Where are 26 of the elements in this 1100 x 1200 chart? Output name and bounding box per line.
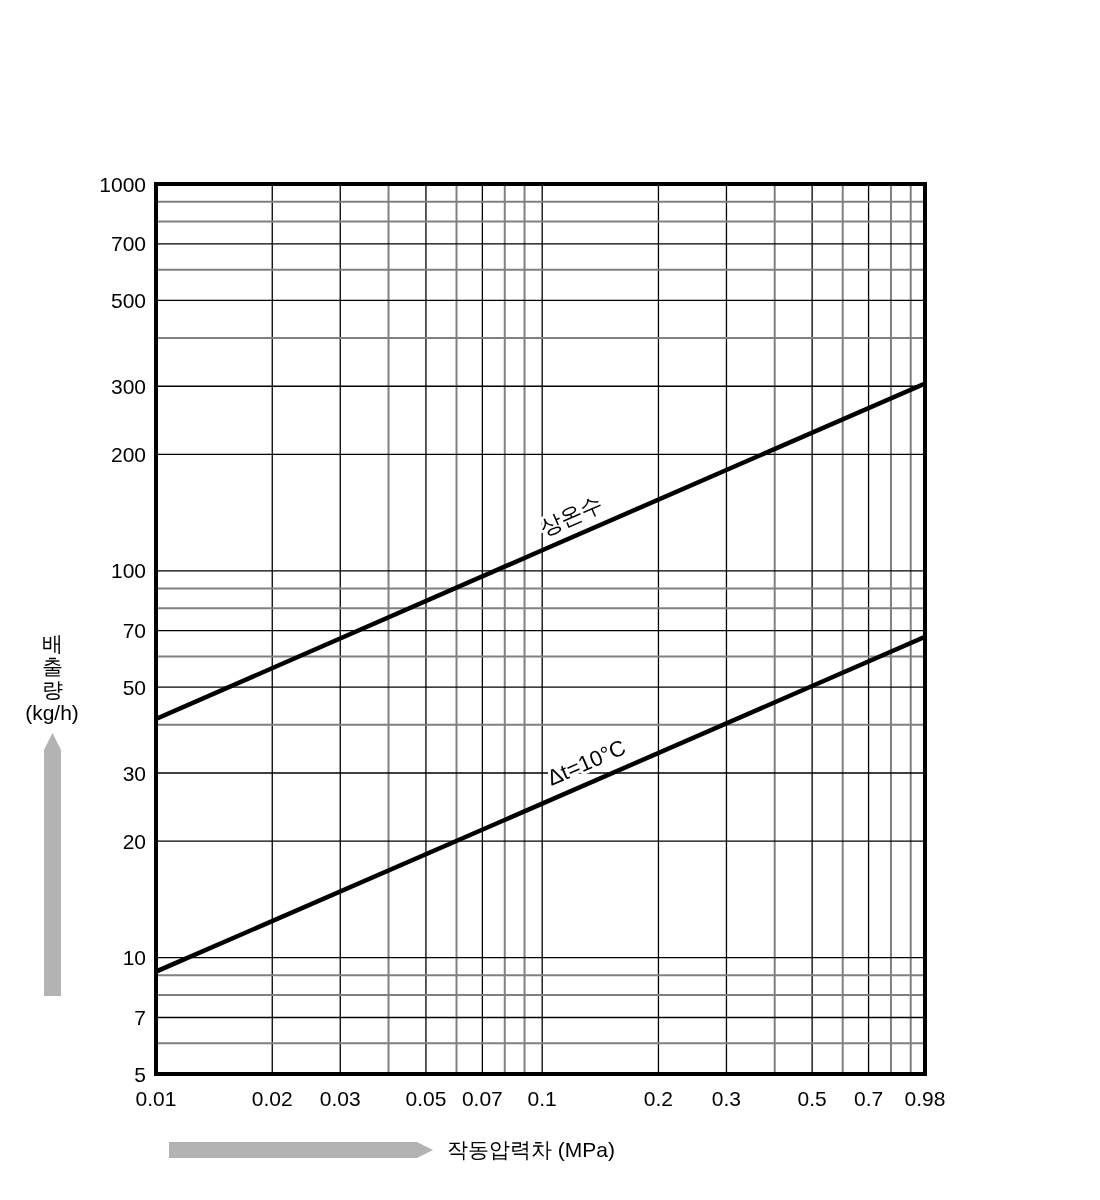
y-tick-label: 70 <box>122 619 146 643</box>
y-tick-label: 700 <box>110 232 146 256</box>
y-tick-label: 7 <box>134 1005 146 1029</box>
x-tick-label: 0.03 <box>319 1087 361 1110</box>
x-tick-label: 0.5 <box>797 1087 827 1110</box>
y-tick-label: 100 <box>110 559 146 583</box>
y-tick-label: 30 <box>122 761 146 785</box>
x-axis-title: 작동압력차 (MPa) <box>447 1138 615 1161</box>
y-tick-label: 200 <box>110 442 146 466</box>
x-tick-label: 0.98 <box>904 1087 946 1110</box>
x-tick-label: 0.02 <box>251 1087 293 1110</box>
x-tick-label: 0.2 <box>643 1087 674 1110</box>
x-tick-label: 0.05 <box>405 1087 447 1110</box>
y-tick-label: 20 <box>122 829 146 853</box>
y-tick-label: 1000 <box>99 172 146 196</box>
y-tick-label: 5 <box>134 1062 146 1086</box>
y-tick-label: 10 <box>122 946 146 970</box>
x-tick-label: 0.01 <box>135 1087 177 1110</box>
x-tick-label: 0.3 <box>711 1087 742 1110</box>
x-tick-label: 0.07 <box>461 1087 503 1110</box>
x-tick-label: 0.1 <box>527 1087 557 1110</box>
y-axis-title: 배출량 (kg/h) <box>25 632 79 724</box>
y-tick-label: 50 <box>122 675 146 699</box>
x-tick-label: 0.7 <box>853 1087 884 1110</box>
y-tick-label: 300 <box>110 374 146 398</box>
y-tick-label: 500 <box>110 288 146 312</box>
